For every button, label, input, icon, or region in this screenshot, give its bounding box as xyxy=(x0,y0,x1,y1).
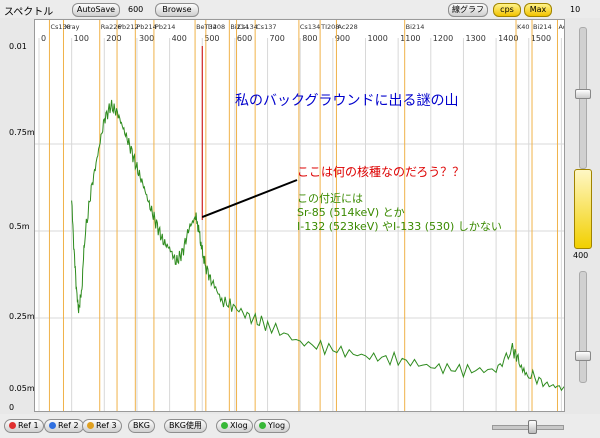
nuclide-label: Cs134 xyxy=(300,23,320,31)
x-tick-label: 1100 xyxy=(400,34,420,43)
ref1-color-icon xyxy=(9,422,16,429)
y-tick-label: 0 xyxy=(9,403,15,412)
range-slider-value: 400 xyxy=(573,251,589,260)
x-tick-label: 1000 xyxy=(368,34,388,43)
x-tick-label: 1400 xyxy=(498,34,518,43)
nuclide-label: K40 xyxy=(517,23,530,31)
x-tick-label: 1600 xyxy=(563,34,565,43)
ref1-label: Ref 1 xyxy=(18,421,39,430)
annotation-title: 私のバックグラウンドに出る謎の山 xyxy=(235,93,459,109)
annotation-note-line: この付近には xyxy=(297,192,363,205)
xlog-label: Xlog xyxy=(230,421,248,430)
y-tick-label: 0.5m xyxy=(9,222,30,231)
ylog-label: Ylog xyxy=(268,421,286,430)
x-tick-label: 200 xyxy=(106,34,121,43)
ref2-button[interactable]: Ref 2 xyxy=(44,419,84,433)
x-tick-label: 300 xyxy=(139,34,154,43)
ylog-button[interactable]: Ylog xyxy=(254,419,291,433)
cps-button[interactable]: cps xyxy=(493,3,521,17)
x-tick-label: 400 xyxy=(172,34,187,43)
horizontal-slider-thumb[interactable] xyxy=(528,420,537,434)
ref3-label: Ref 3 xyxy=(96,421,117,430)
range-slider[interactable] xyxy=(574,169,592,249)
right-panel: 400 xyxy=(566,19,600,419)
window-title: スペクトル xyxy=(4,7,54,18)
nuclide-label: Xray xyxy=(64,23,79,31)
x-tick-label: 500 xyxy=(204,34,219,43)
nuclide-label: Cs134 xyxy=(238,23,258,31)
x-tick-label: 1300 xyxy=(465,34,485,43)
x-tick-label: 1500 xyxy=(531,34,551,43)
x-tick-label: 0 xyxy=(41,34,46,43)
autosave-button[interactable]: AutoSave xyxy=(72,3,120,17)
lower-scroll-thumb[interactable] xyxy=(575,351,591,361)
nuclide-label: Cs137 xyxy=(256,23,276,31)
x-tick-label: 900 xyxy=(335,34,350,43)
autosave-value: 600 xyxy=(128,5,144,14)
annotation-note: この付近には Sr-85 (514keV) とか I-132 (523keV) … xyxy=(297,192,502,234)
browse-button[interactable]: Browse xyxy=(155,3,199,17)
nuclide-label: Ra226 xyxy=(101,23,122,31)
spectrum-plot[interactable]: 0 100 200 300 400 500 600 700 800 900 1000 1100 1200… xyxy=(34,19,565,412)
nuclide-label: BeT34 xyxy=(196,23,217,31)
spectrum-line xyxy=(71,99,564,392)
annotation-pointer-line xyxy=(201,179,298,219)
bkg-use-button[interactable]: BKG使用 xyxy=(164,419,207,433)
annotation-note-line: Sr-85 (514keV) とか xyxy=(297,206,405,219)
x-tick-label: 800 xyxy=(302,34,317,43)
nuclide-label: Pb212 xyxy=(118,23,138,31)
vertical-scroll-thumb[interactable] xyxy=(575,89,591,99)
right-top-value: 10 xyxy=(570,5,581,14)
annotation-note-line: I-132 (523keV) やI-133 (530) しかない xyxy=(297,220,502,233)
spectrum-chart-svg: 0 100 200 300 400 500 600 700 800 900 1000 1100 1200… xyxy=(35,20,565,411)
ylog-toggle-icon xyxy=(259,422,266,429)
bkg-button[interactable]: BKG xyxy=(128,419,155,433)
ref2-color-icon xyxy=(49,422,56,429)
y-tick-label: 0.25m xyxy=(9,312,35,321)
nuclide-label: TI208 xyxy=(320,23,339,31)
xlog-button[interactable]: Xlog xyxy=(216,419,253,433)
nuclide-label: Cs138 xyxy=(50,23,70,31)
annotation-question: ここは何の核種なのだろう？？ xyxy=(297,165,465,179)
ref3-color-icon xyxy=(87,422,94,429)
nuclide-label: Pb214 xyxy=(136,23,156,31)
x-tick-label: 1200 xyxy=(433,34,453,43)
y-tick-label: 0.01 xyxy=(9,42,27,51)
x-tick-label: 600 xyxy=(237,34,252,43)
nuclide-label: TI208 xyxy=(206,23,225,31)
ref2-label: Ref 2 xyxy=(58,421,79,430)
lower-scroll-track[interactable] xyxy=(579,271,587,383)
nuclide-label: Pb214 xyxy=(155,23,175,31)
x-tick-label: 700 xyxy=(270,34,285,43)
xlog-toggle-icon xyxy=(221,422,228,429)
nuclide-label: Bi214 xyxy=(230,23,249,31)
nuclide-label: Bi214 xyxy=(406,23,425,31)
nuclide-label: Bi214 xyxy=(533,23,552,31)
ref1-button[interactable]: Ref 1 xyxy=(4,419,44,433)
bottom-toolbar: Ref 1 Ref 2 Ref 3 BKG BKG使用 Xlog Ylog xyxy=(0,414,600,438)
max-button[interactable]: Max xyxy=(524,3,552,17)
nuclide-label: Ac228 xyxy=(337,23,357,31)
y-tick-label: 0.75m xyxy=(9,128,35,137)
toolbar: スペクトル AutoSave 600 Browse 線グラフ cps Max 1… xyxy=(0,0,600,18)
nuclide-label: Ac228 xyxy=(558,23,565,31)
y-tick-label: 0.05m xyxy=(9,384,35,393)
x-tick-label: 100 xyxy=(74,34,89,43)
line-graph-button[interactable]: 線グラフ xyxy=(448,3,488,17)
ref3-button[interactable]: Ref 3 xyxy=(82,419,122,433)
